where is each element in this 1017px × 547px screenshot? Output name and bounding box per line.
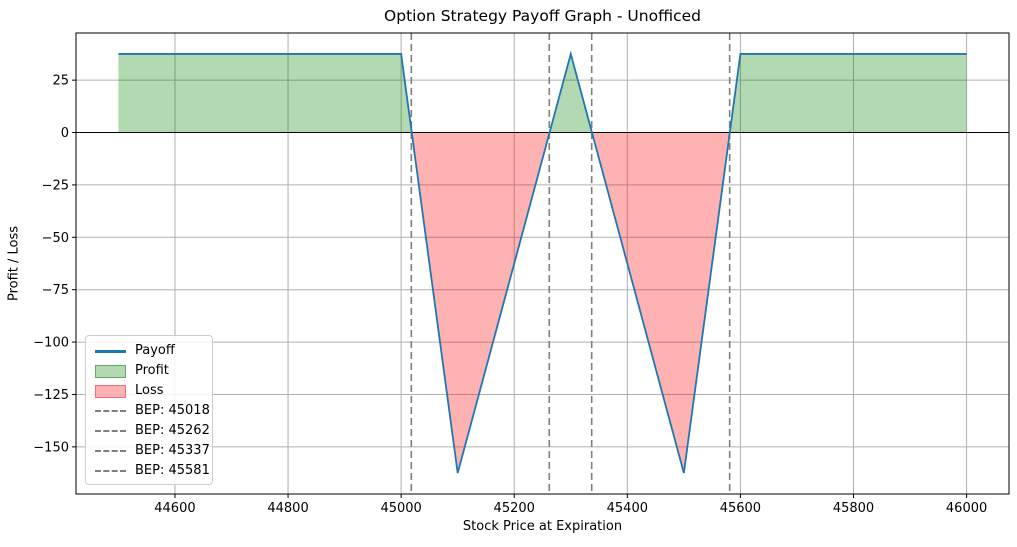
legend-entry-bep-45018: BEP: 45018 (95, 401, 210, 421)
legend-line-swatch (95, 349, 126, 353)
legend-entry-bep-45337: BEP: 45337 (95, 441, 210, 461)
y-tick-label: −150 (33, 440, 69, 455)
x-tick-label: 45600 (720, 501, 761, 516)
y-tick-label: 0 (61, 126, 69, 141)
y-axis-label: Profit / Loss (6, 225, 22, 302)
y-tick-label: −100 (33, 336, 69, 351)
legend-label: BEP: 45018 (135, 403, 210, 418)
legend-patch-swatch (95, 384, 126, 398)
x-tick-label: 45400 (607, 501, 648, 516)
legend-entry-loss: Loss (95, 381, 204, 401)
legend-dashed-line-swatch (95, 410, 126, 412)
plot-border (75, 32, 1010, 495)
legend-dashed-line-swatch (95, 470, 126, 472)
legend-patch-swatch (95, 364, 126, 378)
y-tick-label: 25 (52, 74, 69, 89)
x-tick-label: 44800 (267, 501, 308, 516)
x-tick-label: 46000 (946, 501, 987, 516)
y-tick-label: −125 (33, 388, 69, 403)
legend-entry-payoff: Payoff (95, 341, 204, 361)
x-tick-label: 45200 (494, 501, 535, 516)
x-tick-label: 45800 (833, 501, 874, 516)
x-axis-label: Stock Price at Expiration (462, 519, 623, 534)
legend-entry-bep-45262: BEP: 45262 (95, 421, 210, 441)
loss-area (118, 132, 967, 474)
legend-dashed-line-swatch (95, 430, 126, 432)
legend-label: BEP: 45581 (135, 463, 210, 478)
legend-label: Payoff (135, 343, 175, 358)
payoff-line (118, 50, 967, 474)
x-tick-label: 44600 (154, 501, 195, 516)
legend-label: Loss (135, 383, 164, 398)
y-tick-label: −25 (42, 178, 69, 193)
legend-entry-bep-45581: BEP: 45581 (95, 461, 210, 481)
profit-area (118, 53, 967, 133)
chart-title: Option Strategy Payoff Graph - Unofficed (384, 7, 701, 25)
x-tick-label: 45000 (380, 501, 421, 516)
legend-label: Profit (135, 363, 169, 378)
legend-entry-profit: Profit (95, 361, 204, 381)
legend-label: BEP: 45262 (135, 423, 210, 438)
legend-label: BEP: 45337 (135, 443, 210, 458)
chart-legend: Payoff Profit Loss BEP: 45018 BEP: 45262 BEP:… (85, 335, 213, 485)
y-tick-label: −75 (42, 283, 69, 298)
y-tick-label: −50 (42, 231, 69, 246)
legend-dashed-line-swatch (95, 450, 126, 452)
